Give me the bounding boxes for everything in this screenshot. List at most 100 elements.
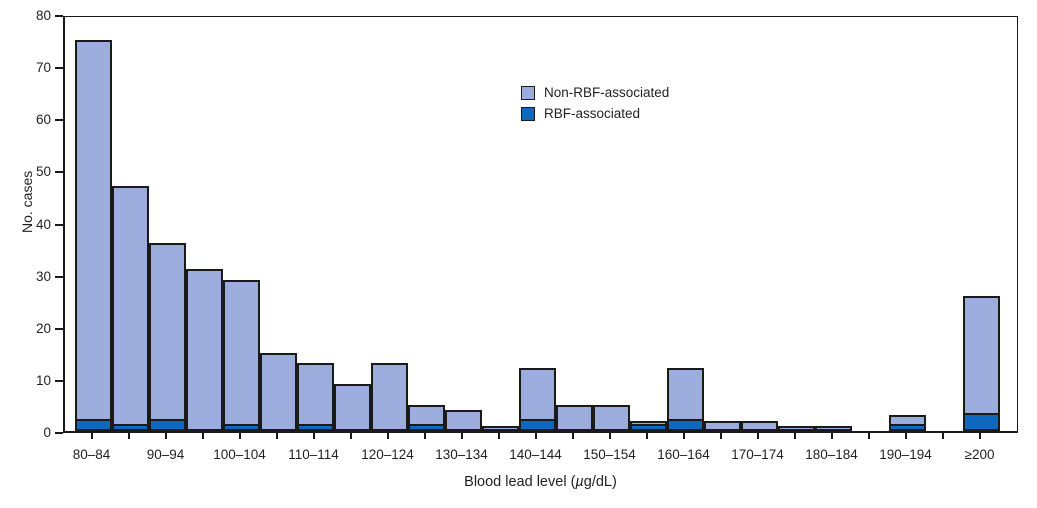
bar-95-99 (186, 269, 223, 431)
bar-105-109 (260, 352, 297, 431)
x-tick (719, 433, 722, 439)
non-rbf-segment (741, 420, 778, 431)
x-tick-label: 120–124 (361, 447, 414, 462)
bar-80-84 (75, 40, 112, 431)
rbf-segment (889, 423, 926, 431)
x-tick (460, 433, 463, 439)
bar-170-174 (741, 420, 778, 431)
x-tick-label: 150–154 (583, 447, 636, 462)
x-tick-label: 90–94 (146, 447, 185, 462)
x-tick-label: 180–184 (805, 447, 858, 462)
x-tick-label: 140–144 (509, 447, 562, 462)
x-tick (571, 433, 574, 439)
legend-row-non-rbf: Non-RBF-associated (521, 85, 669, 100)
y-tick-label: 50 (35, 164, 51, 180)
non-rbf-segment (667, 368, 704, 421)
x-tick-label: 100–104 (213, 447, 266, 462)
y-tick (55, 275, 63, 278)
non-rbf-segment (593, 404, 630, 431)
non-rbf-segment (556, 404, 593, 431)
x-tick (312, 433, 315, 439)
bar-155-159 (630, 420, 667, 431)
x-tick-label: 190–194 (879, 447, 932, 462)
rbf-segment (297, 423, 334, 431)
non-rbf-segment (149, 243, 186, 421)
rbf-segment (75, 418, 112, 431)
bar-90-94 (149, 243, 186, 431)
rbf-segment (630, 423, 667, 431)
x-tick (904, 433, 907, 439)
x-tick (867, 433, 870, 439)
bar-125-129 (408, 404, 445, 431)
bar-100-104 (223, 279, 260, 431)
non-rbf-segment (704, 420, 741, 431)
x-tick (830, 433, 833, 439)
y-tick (55, 171, 63, 174)
y-tick-label: 60 (35, 112, 51, 128)
x-tick (201, 433, 204, 439)
y-tick (55, 119, 63, 122)
non-rbf-segment (186, 269, 223, 431)
x-tick (608, 433, 611, 439)
y-tick (55, 67, 63, 70)
x-axis-title-text: Blood lead level ( (464, 474, 576, 490)
bar-175-179 (778, 425, 815, 431)
rbf-segment (667, 418, 704, 431)
bar-145-149 (556, 404, 593, 431)
x-tick (534, 433, 537, 439)
x-tick (941, 433, 944, 439)
non-rbf-segment (260, 352, 297, 431)
non-rbf-segment (482, 425, 519, 431)
x-axis-title: Blood lead level (µg/dL) (63, 474, 1018, 490)
rbf-segment (963, 413, 1000, 431)
y-tick (55, 379, 63, 382)
legend-label-rbf: RBF-associated (544, 106, 641, 121)
x-tick (645, 433, 648, 439)
non-rbf-segment (371, 363, 408, 431)
x-tick (90, 433, 93, 439)
rbf-segment (223, 423, 260, 431)
y-tick (55, 432, 63, 434)
bar-180-184 (815, 425, 852, 431)
y-tick-label: 40 (35, 216, 51, 232)
bar-140-144 (519, 368, 556, 431)
bar-85-89 (112, 186, 149, 431)
y-tick (55, 223, 63, 226)
bar-120-124 (371, 363, 408, 431)
mu-symbol: µ (575, 474, 584, 490)
x-tick (497, 433, 500, 439)
non-rbf-segment (223, 279, 260, 426)
y-tick-label: 0 (43, 425, 51, 440)
bar-160-164 (667, 368, 704, 431)
rbf-swatch-icon (521, 106, 535, 121)
x-tick (164, 433, 167, 439)
non-rbf-segment (75, 40, 112, 421)
x-tick (275, 433, 278, 439)
non-rbf-segment (297, 363, 334, 426)
bar-110-114 (297, 363, 334, 431)
y-tick-label: 80 (35, 8, 51, 23)
x-tick-label: 110–114 (288, 447, 339, 462)
x-tick (238, 433, 241, 439)
x-axis-title-unit: g/dL) (583, 474, 617, 490)
bars-container (65, 17, 1017, 431)
x-tick-label: 130–134 (435, 447, 488, 462)
non-rbf-segment (112, 186, 149, 426)
x-tick (682, 433, 685, 439)
bar-135-139 (482, 425, 519, 431)
x-tick (386, 433, 389, 439)
bar-130-134 (445, 410, 482, 431)
legend: Non-RBF-associated RBF-associated (521, 85, 669, 121)
y-tick (55, 327, 63, 330)
bar-165-169 (704, 420, 741, 431)
legend-row-rbf: RBF-associated (521, 106, 669, 121)
x-tick (978, 433, 981, 439)
rbf-segment (408, 423, 445, 431)
non-rbf-segment (408, 404, 445, 426)
bar-150-154 (593, 404, 630, 431)
rbf-segment (149, 418, 186, 431)
non-rbf-segment (334, 384, 371, 431)
non-rbf-segment (778, 425, 815, 431)
x-tick-label: 80–84 (72, 447, 111, 462)
